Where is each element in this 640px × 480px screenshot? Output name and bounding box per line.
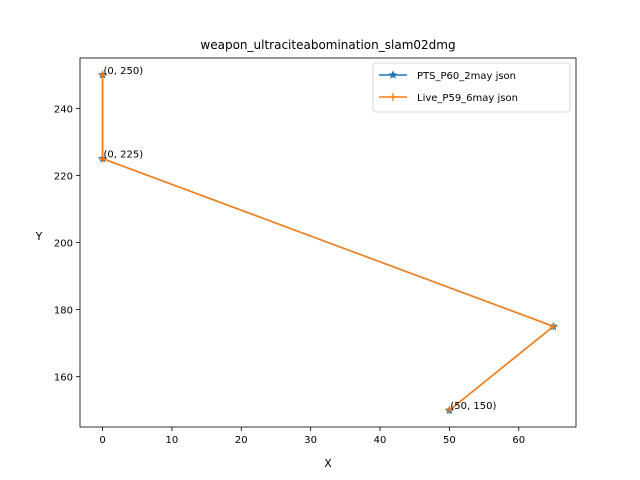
legend-marker xyxy=(388,70,398,79)
legend: PTS_P60_2may json Live_P59_6may json xyxy=(372,62,571,113)
legend-label: PTS_P60_2may json xyxy=(417,71,516,82)
chart-title: weapon_ultraciteabomination_slam02dmg xyxy=(200,38,455,52)
point-annotation: (0, 250) xyxy=(104,66,144,77)
series-line-1 xyxy=(101,74,555,411)
point-annotation: (50, 150) xyxy=(450,401,496,412)
x-tick-label: 20 xyxy=(235,435,248,446)
x-tick-label: 60 xyxy=(512,435,525,446)
y-axis-label: Y xyxy=(35,230,43,243)
x-tick-label: 50 xyxy=(443,435,456,446)
legend-box xyxy=(372,62,571,113)
y-tick-label: 220 xyxy=(54,171,73,182)
point-annotation: (0, 225) xyxy=(104,150,144,161)
plot-frame xyxy=(79,57,577,428)
y-tick-label: 180 xyxy=(54,306,73,317)
x-axis-label: X xyxy=(324,457,332,470)
series-1-point xyxy=(98,70,107,79)
y-tick-label: 200 xyxy=(54,239,73,250)
x-tick-label: 10 xyxy=(166,435,179,446)
x-tick-label: 40 xyxy=(374,435,387,446)
x-tick-label: 30 xyxy=(304,435,317,446)
plot-area: 0 10 20 30 40 50 60 160 180 200 220 240 (0, 250) (0, … xyxy=(54,57,577,446)
legend-label: Live_P59_6may json xyxy=(417,93,518,104)
y-tick-label: 240 xyxy=(54,104,73,115)
y-tick-label: 160 xyxy=(54,373,73,384)
legend-marker xyxy=(389,93,397,101)
series-1-point xyxy=(98,154,107,163)
x-tick-label: 0 xyxy=(99,435,105,446)
series-1-point xyxy=(549,322,558,331)
series-1-point xyxy=(445,406,454,415)
